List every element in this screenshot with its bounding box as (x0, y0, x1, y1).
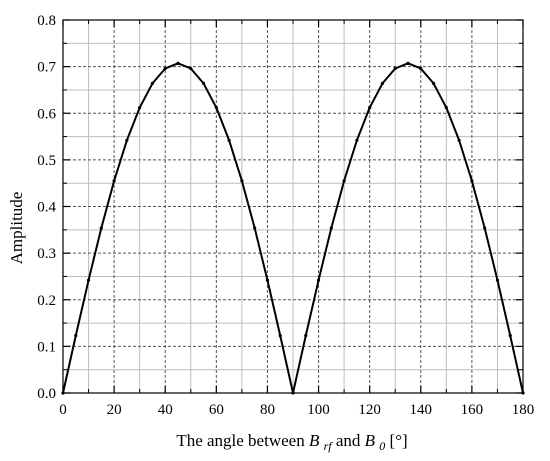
data-point (419, 66, 423, 71)
data-point (380, 81, 385, 86)
data-point (138, 106, 142, 110)
y-axis-label: Amplitude (7, 192, 26, 265)
x-tick-labels: 0 20 40 60 80 100 120 140 160 180 (59, 402, 534, 418)
y-tick-labels: 0.0 0.1 0.2 0.3 0.4 0.5 0.6 0.7 0.8 (37, 13, 56, 402)
data-point (86, 278, 91, 282)
x-axis-label-suffix: [°] (390, 431, 408, 450)
y-tick-label: 0.8 (37, 13, 56, 29)
y-tick-label: 0.6 (37, 106, 56, 122)
x-axis-label-middle: and (336, 431, 365, 450)
data-point (201, 81, 206, 86)
x-axis-label-var1: B (309, 431, 320, 450)
y-tick-label: 0.2 (37, 293, 56, 309)
data-point (176, 61, 180, 65)
data-point (125, 138, 129, 142)
x-axis-label-var2-sub: 0 (379, 439, 385, 453)
y-tick-label: 0.3 (37, 246, 56, 262)
x-tick-label: 40 (158, 402, 173, 418)
data-point (368, 106, 372, 110)
data-point (393, 66, 397, 71)
x-tick-label: 0 (59, 402, 67, 418)
data-point (457, 138, 461, 142)
data-point (74, 334, 78, 338)
data-point (253, 226, 257, 230)
data-point (316, 278, 321, 282)
y-tick-label: 0.7 (37, 60, 56, 76)
data-point (508, 334, 512, 338)
data-point (470, 179, 474, 183)
y-tick-label: 0.5 (37, 153, 56, 169)
x-tick-label: 20 (107, 402, 122, 418)
data-point (112, 179, 116, 183)
x-tick-label: 180 (512, 402, 535, 418)
x-axis-label-prefix: The angle between (176, 431, 309, 450)
data-point (444, 106, 448, 110)
x-axis-label: The angle between B rf and B 0 [°] (176, 431, 407, 454)
major-grid (63, 20, 523, 393)
data-point (406, 61, 410, 65)
data-point (329, 226, 333, 230)
data-point (163, 66, 167, 71)
data-point (227, 138, 231, 142)
data-point (189, 66, 193, 71)
x-tick-label: 80 (260, 402, 275, 418)
x-axis-label-var1-sub: rf (324, 439, 334, 453)
x-tick-label: 60 (209, 402, 224, 418)
x-tick-label: 140 (410, 402, 433, 418)
data-point (355, 138, 359, 142)
x-axis-label-var2: B (365, 431, 376, 450)
axis-ticks (62, 19, 524, 394)
data-point (265, 278, 270, 282)
data-point (304, 334, 308, 338)
data-point (99, 226, 103, 230)
y-tick-label: 0.4 (37, 200, 56, 216)
data-point (495, 278, 500, 282)
data-point (240, 179, 244, 183)
x-tick-label: 120 (358, 402, 381, 418)
data-point (431, 81, 436, 86)
data-point (214, 106, 218, 110)
x-tick-label: 160 (461, 402, 484, 418)
x-tick-label: 100 (307, 402, 330, 418)
data-point (278, 334, 282, 338)
data-point (150, 81, 155, 86)
y-tick-label: 0.0 (37, 386, 56, 402)
data-point (483, 226, 487, 230)
y-tick-label: 0.1 (37, 339, 56, 355)
data-point (342, 179, 346, 183)
